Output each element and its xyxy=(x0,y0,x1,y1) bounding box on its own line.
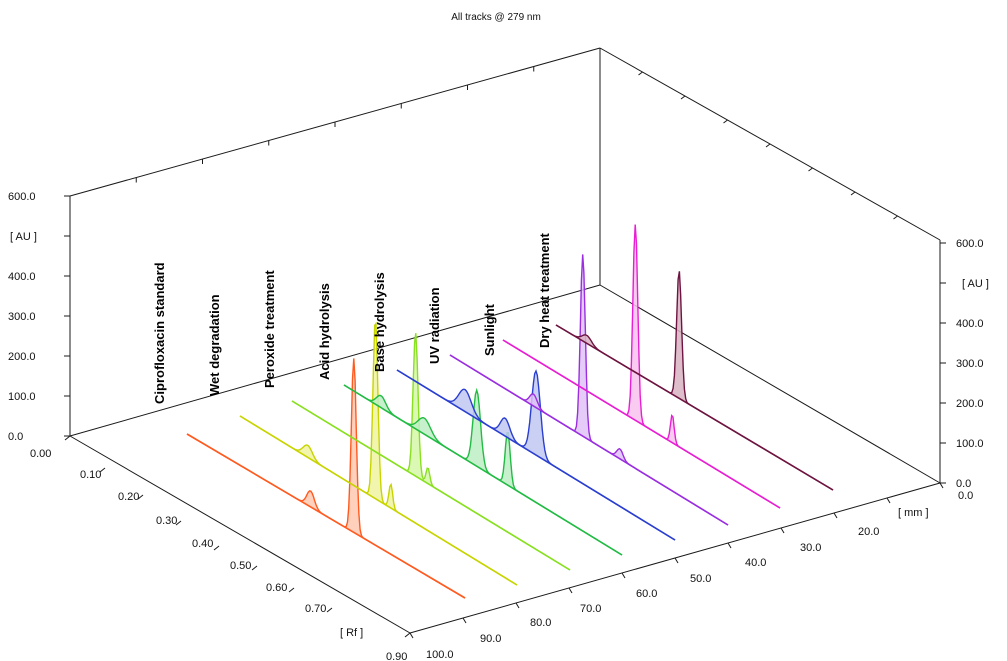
right-y-axis: 0.0 100.0 200.0 300.0 400.0 600.0 [ AU ] xyxy=(940,238,989,490)
track-trace xyxy=(343,384,623,556)
rf-tick-mark xyxy=(175,520,182,526)
track-6 xyxy=(449,254,729,526)
track-trace xyxy=(291,333,571,571)
mm-tick-mark xyxy=(727,542,732,549)
track-label: Base hydrolysis xyxy=(372,272,387,372)
track-8 xyxy=(555,271,834,491)
track-4 xyxy=(343,384,623,556)
track-labels: Ciprofloxacin standard Wet degradation Per… xyxy=(152,232,552,404)
rf-tick-mark xyxy=(326,607,333,613)
back-tick xyxy=(808,167,813,172)
right-y-tick-label: 100.0 xyxy=(956,438,984,450)
back-tick xyxy=(850,191,856,196)
back-tick xyxy=(680,95,686,100)
mm-tick-mark xyxy=(568,587,573,594)
y-axis-unit-label: [ AU ] xyxy=(10,231,37,243)
track-label: Sunlight xyxy=(482,303,497,356)
mm-axis-unit-label: [ mm ] xyxy=(898,507,929,519)
track-trace xyxy=(396,369,676,541)
mm-tick-label: 80.0 xyxy=(530,617,551,629)
back-tick xyxy=(765,143,771,148)
track-7 xyxy=(502,224,781,509)
rf-tick-label: 0.60 xyxy=(266,582,287,594)
mm-tick-mark xyxy=(409,632,414,639)
y-tick-label: 400.0 xyxy=(8,271,36,283)
track-trace xyxy=(239,321,518,586)
mm-tick-label: 90.0 xyxy=(480,633,501,645)
track-label: Ciprofloxacin standard xyxy=(152,262,167,404)
track-5 xyxy=(396,369,676,541)
mm-tick-label: 30.0 xyxy=(800,542,821,554)
mm-tick-label: 50.0 xyxy=(690,573,711,585)
rf-tick-label: 0.40 xyxy=(192,538,213,550)
track-label: Wet degradation xyxy=(207,294,222,396)
y-tick-label: 200.0 xyxy=(8,351,36,363)
track-label: UV radiation xyxy=(427,287,442,364)
track-label: Dry heat treatment xyxy=(537,232,552,348)
rf-tick-mark xyxy=(404,632,411,638)
mm-tick-mark xyxy=(621,572,626,579)
right-y-tick-label: 400.0 xyxy=(956,318,984,330)
mm-tick-mark xyxy=(939,482,944,489)
rf-tick-label: 0.70 xyxy=(305,603,326,615)
back-tick xyxy=(723,119,728,124)
back-tick xyxy=(893,215,898,220)
right-y-tick-label: 200.0 xyxy=(956,398,984,410)
y-tick-label: 300.0 xyxy=(8,311,36,323)
mm-tick-label: 40.0 xyxy=(745,557,766,569)
back-wall-ticks xyxy=(135,66,898,220)
rf-tick-mark xyxy=(99,467,106,473)
rf-tick-label: 0.30 xyxy=(156,515,177,527)
right-y-tick-label: 300.0 xyxy=(956,358,984,370)
y-tick-label: 600.0 xyxy=(8,191,36,203)
chart-title: All tracks @ 279 nm xyxy=(451,12,541,23)
track-1 xyxy=(186,358,466,599)
rf-tick-mark xyxy=(64,435,71,441)
mm-tick-label: 20.0 xyxy=(858,526,879,538)
track-3 xyxy=(291,333,571,571)
rf-tick-label: 0.10 xyxy=(80,469,101,481)
mm-tick-label: 60.0 xyxy=(636,588,657,600)
track-peak-fill xyxy=(292,333,570,570)
mm-tick-mark xyxy=(886,497,891,504)
rf-axis-unit-label: [ Rf ] xyxy=(340,627,363,639)
track-trace xyxy=(555,271,834,491)
mm-tick-mark xyxy=(674,557,679,564)
mm-tick-mark xyxy=(780,527,785,534)
track-label: Peroxide treatment xyxy=(262,270,277,388)
rf-tick-label: 0.50 xyxy=(230,560,251,572)
mm-tick-mark xyxy=(462,617,467,624)
rf-tick-mark xyxy=(251,565,258,571)
right-y-tick-label: 600.0 xyxy=(956,238,984,250)
track-peak-fill xyxy=(556,271,833,490)
mm-tick-mark xyxy=(515,602,520,609)
track-trace xyxy=(186,358,466,599)
mm-tick-label: 100.0 xyxy=(426,649,454,661)
rf-tick-mark xyxy=(137,494,144,500)
y-tick-label: 0.0 xyxy=(8,431,23,443)
rf-axis: 0.00 0.10 0.20 0.30 0.40 0.50 0.60 0.70 0.90 [ Rf… xyxy=(30,435,411,661)
track-trace xyxy=(502,224,781,509)
track-trace xyxy=(449,254,729,526)
right-y-axis-unit-label: [ AU ] xyxy=(962,278,989,290)
mm-tick-mark xyxy=(833,512,838,519)
back-tick xyxy=(638,71,643,76)
mm-tick-label: 0.0 xyxy=(958,490,973,502)
left-y-axis: 0.0 100.0 200.0 300.0 400.0 600.0 [ AU ] xyxy=(8,191,70,443)
track-label: Acid hydrolysis xyxy=(317,283,332,380)
rf-tick-mark xyxy=(213,545,220,551)
right-y-tick-label: 0.0 xyxy=(956,478,971,490)
track-peak-fill xyxy=(450,254,728,525)
rf-tick-label: 0.90 xyxy=(386,651,407,661)
rf-tick-label: 0.20 xyxy=(118,491,139,503)
rf-tick-mark xyxy=(288,587,295,593)
mm-axis: 0.0 20.0 30.0 40.0 50.0 60.0 70.0 80.0 90.0 100.0… xyxy=(409,482,973,661)
y-tick-label: 100.0 xyxy=(8,391,36,403)
mm-tick-label: 70.0 xyxy=(580,603,601,615)
rf-tick-label: 0.00 xyxy=(30,448,51,460)
tracks xyxy=(186,224,834,599)
